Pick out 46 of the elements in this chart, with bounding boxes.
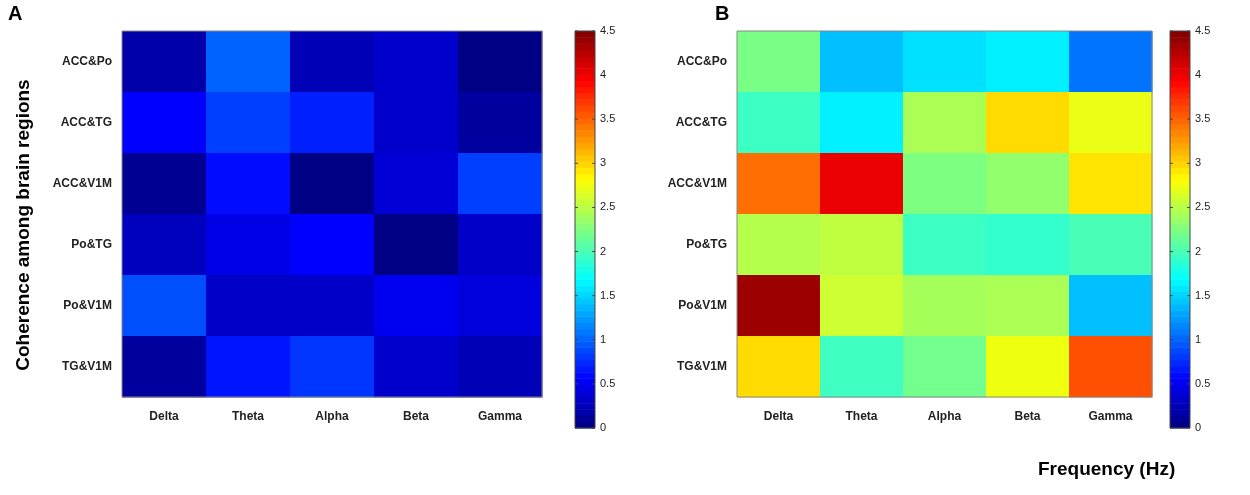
x-tick-label: Beta xyxy=(1014,408,1041,423)
chart-title: A xyxy=(8,2,23,25)
y-tick-label: TG&V1M xyxy=(61,358,112,373)
color-bar-label: 2.5 xyxy=(600,200,616,213)
color-bar-label: 0.5 xyxy=(600,376,616,389)
y-tick-label: ACC&Po xyxy=(62,53,112,68)
x-tick-label: Alpha xyxy=(315,408,349,423)
color-bar-label: 3 xyxy=(600,156,607,169)
y-tick-label: ACC&TG xyxy=(675,114,727,129)
color-bar-label: 2 xyxy=(600,244,607,257)
x-tick-label: Gamma xyxy=(1088,408,1133,423)
color-bar-label: 2.5 xyxy=(1195,200,1211,213)
color-bar-label: 3 xyxy=(1195,156,1202,169)
x-tick-label: Gamma xyxy=(477,408,523,423)
color-bar-label: 0 xyxy=(1195,421,1202,434)
color-bar-label: 4.5 xyxy=(1195,24,1211,37)
y-tick-label: ACC&V1M xyxy=(667,175,727,190)
chart-title: B xyxy=(715,2,730,25)
x-tick-label: Theta xyxy=(845,408,878,423)
color-bar-label: 0 xyxy=(600,421,607,434)
color-bar-label: 1 xyxy=(1195,332,1202,345)
y-tick-label: Po&TG xyxy=(686,236,727,251)
y-tick-label: ACC&TG xyxy=(60,114,112,129)
x-tick-label: Alpha xyxy=(927,408,962,423)
y-tick-label: ACC&Po xyxy=(677,53,727,68)
y-axis-title: Coherence among brain regions xyxy=(11,79,34,371)
color-bar-label: 2 xyxy=(1195,244,1202,257)
color-bar-label: 4.5 xyxy=(600,24,616,37)
x-tick-label: Delta xyxy=(149,408,179,423)
y-tick-label: Po&TG xyxy=(71,236,112,251)
x-axis-title: Frequency (Hz) xyxy=(1038,458,1176,480)
x-tick-label: Theta xyxy=(231,408,265,423)
y-tick-label: Po&V1M xyxy=(678,297,727,312)
x-tick-label: Delta xyxy=(763,408,794,423)
color-bar-label: 0.5 xyxy=(1195,376,1211,389)
color-bar-label: 1 xyxy=(600,332,607,345)
color-bar-label: 4 xyxy=(600,68,607,81)
y-tick-label: Po&V1M xyxy=(63,297,112,312)
color-bar-label: 1.5 xyxy=(1195,288,1211,301)
y-tick-label: ACC&V1M xyxy=(52,175,112,190)
color-bar-label: 3.5 xyxy=(600,112,616,125)
y-tick-label: TG&V1M xyxy=(676,358,727,373)
color-bar-label: 1.5 xyxy=(600,288,616,301)
color-bar-label: 3.5 xyxy=(1195,112,1211,125)
color-bar-label: 4 xyxy=(1195,68,1202,81)
x-tick-label: Beta xyxy=(402,408,430,423)
